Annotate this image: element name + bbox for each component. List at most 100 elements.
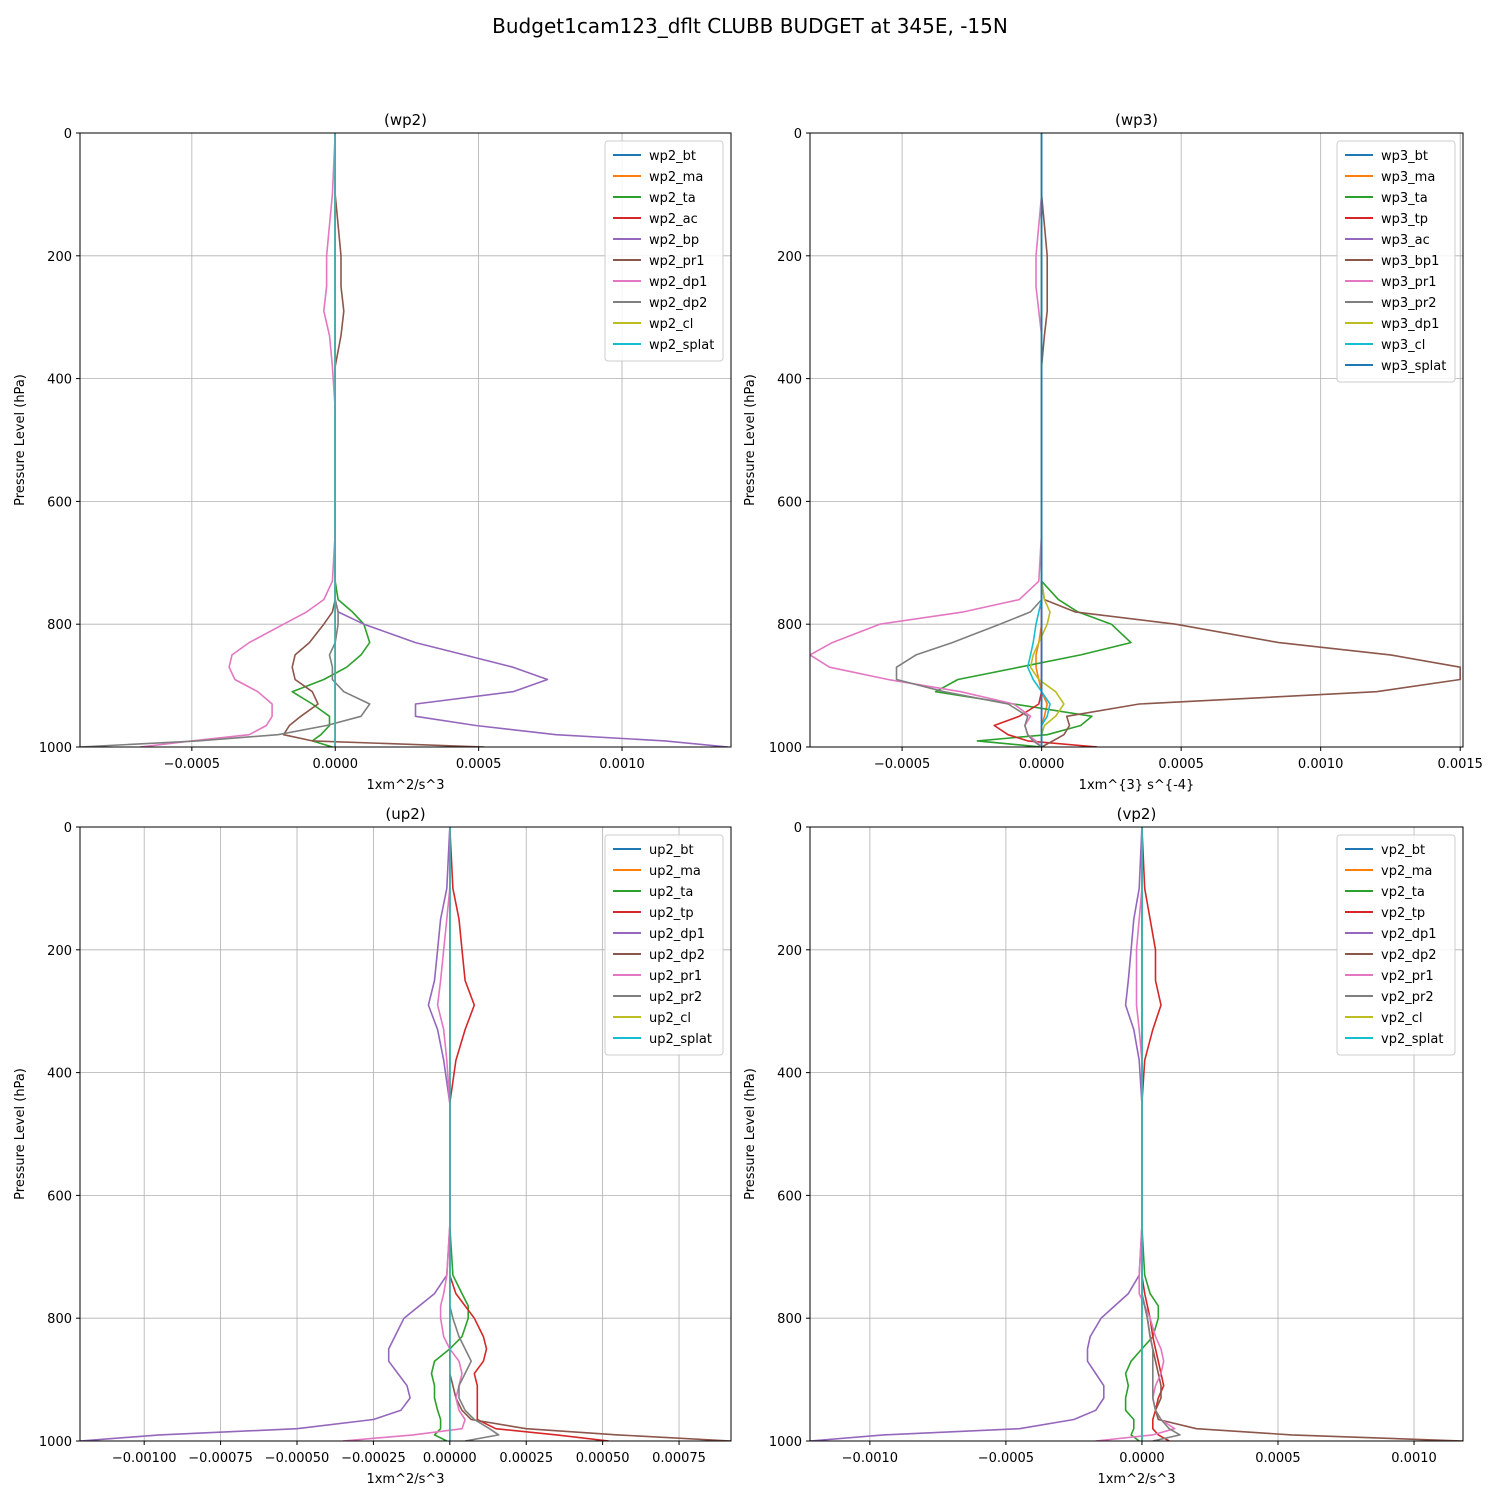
series-line-wp2_pr1 — [282, 133, 485, 747]
series-line-up2_tp — [448, 827, 609, 1441]
legend: wp2_bt wp2_ma wp2_ta wp2_ac wp2_bp wp2_pr1 wp2… — [604, 140, 724, 362]
legend: up2_bt up2_ma up2_ta up2_tp up2_dp1 up2_dp2up… — [604, 834, 724, 1056]
x-tick-label: 0.0010 — [599, 757, 645, 772]
legend-label: wp3_ta — [1381, 191, 1428, 206]
legend-label: vp2_splat — [1381, 1032, 1443, 1047]
legend-label: vp2_pr2 — [1381, 990, 1434, 1005]
legend-label: up2_dp2 — [649, 948, 705, 963]
legend-label: up2_ta — [649, 885, 693, 900]
y-tick-label: 0 — [794, 127, 802, 142]
series-line-wp2_ta — [291, 133, 371, 747]
legend-label: wp3_bt — [1381, 149, 1428, 164]
y-tick-label: 1000 — [39, 741, 72, 756]
series-line-wp3_bp1 — [1040, 133, 1461, 747]
x-axis-label: 1xm^2/s^3 — [366, 778, 444, 793]
axes-frame — [809, 132, 1464, 748]
series-line-vp2_dp1 — [810, 827, 1143, 1441]
legend-label: up2_cl — [649, 1011, 691, 1026]
x-axis-label: 1xm^2/s^3 — [366, 1472, 444, 1487]
x-tick-label: −0.00050 — [265, 1451, 330, 1466]
legend-label: vp2_dp1 — [1381, 927, 1437, 942]
legend-label: vp2_dp2 — [1381, 948, 1437, 963]
x-tick-label: −0.00075 — [188, 1451, 253, 1466]
x-tick-label: 0.0000 — [1119, 1451, 1165, 1466]
x-axis-label: 1xm^{3} s^{-4} — [1079, 778, 1195, 793]
y-tick-label: 400 — [47, 373, 72, 388]
series-group — [810, 133, 1461, 747]
legend-label: up2_ma — [649, 864, 701, 879]
x-tick-label: −0.00100 — [112, 1451, 177, 1466]
legend-label: wp2_bt — [649, 149, 696, 164]
y-tick-label: 800 — [47, 618, 72, 633]
legend-box — [1336, 140, 1456, 383]
series-line-wp3_pr2 — [895, 133, 1043, 747]
legend-label: vp2_cl — [1381, 1011, 1422, 1026]
y-tick-label: 1000 — [39, 1435, 72, 1450]
x-tick-label: 0.00025 — [499, 1451, 553, 1466]
panel-3: −0.0010 −0.0005 0.0000 0.0005 0.0010 0 200 400 6… — [743, 805, 1464, 1487]
x-tick-label: 0.0005 — [456, 757, 502, 772]
y-axis-label: Pressure Level (hPa) — [743, 374, 758, 506]
legend-label: vp2_bt — [1381, 843, 1425, 858]
panel-1: −0.0005 0.0000 0.0005 0.0010 0.0015 0 200 400 60… — [743, 111, 1483, 793]
series-group — [810, 827, 1463, 1441]
legend-label: wp2_cl — [649, 317, 693, 332]
legend-label: wp2_bp — [649, 233, 699, 248]
y-axis-label: Pressure Level (hPa) — [13, 1068, 28, 1200]
x-tick-label: −0.0005 — [978, 1451, 1034, 1466]
y-tick-label: 200 — [777, 250, 802, 265]
x-tick-label: 0.0005 — [1158, 757, 1204, 772]
y-tick-label: 0 — [794, 821, 802, 836]
y-tick-label: 400 — [777, 1067, 802, 1082]
legend-label: wp3_ac — [1381, 233, 1430, 248]
y-tick-label: 400 — [47, 1067, 72, 1082]
x-tick-label: 0.00075 — [652, 1451, 706, 1466]
series-line-up2_pr2 — [448, 827, 500, 1441]
legend-label: up2_splat — [649, 1032, 712, 1047]
y-axis-label: Pressure Level (hPa) — [743, 1068, 758, 1200]
y-tick-label: 0 — [64, 821, 72, 836]
series-line-vp2_tp — [1141, 827, 1170, 1441]
legend-label: wp3_bp1 — [1381, 254, 1439, 269]
axes-frame — [79, 826, 732, 1442]
x-tick-label: −0.0005 — [874, 757, 930, 772]
x-tick-label: 0.0015 — [1437, 757, 1483, 772]
legend-label: wp3_dp1 — [1381, 317, 1439, 332]
legend: vp2_bt vp2_ma vp2_ta vp2_tp vp2_dp1 vp2_dp2vp… — [1336, 834, 1456, 1056]
legend-label: vp2_ta — [1381, 885, 1425, 900]
x-tick-label: 0.0010 — [1391, 1451, 1437, 1466]
y-tick-label: 600 — [47, 495, 72, 510]
x-tick-label: 0.0010 — [1298, 757, 1344, 772]
y-tick-label: 200 — [47, 944, 72, 959]
legend-label: wp3_cl — [1381, 338, 1425, 353]
legend-label: wp2_ac — [649, 212, 698, 227]
series-line-up2_dp1 — [80, 827, 451, 1441]
x-axis-label: 1xm^2/s^3 — [1097, 1472, 1175, 1487]
legend-label: wp2_dp2 — [649, 296, 707, 311]
series-line-wp2_dp2 — [80, 133, 371, 747]
legend-label: wp2_ta — [649, 191, 696, 206]
legend-label: wp2_ma — [649, 170, 703, 185]
y-tick-label: 600 — [777, 1189, 802, 1204]
y-tick-label: 200 — [777, 944, 802, 959]
legend-label: vp2_tp — [1381, 906, 1425, 921]
panel-title: (up2) — [385, 805, 425, 823]
y-tick-label: 600 — [47, 1189, 72, 1204]
panel-title: (wp3) — [1115, 111, 1158, 129]
panel-title: (wp2) — [384, 111, 427, 129]
y-tick-label: 200 — [47, 250, 72, 265]
axes-frame — [79, 132, 732, 748]
series-line-up2_pr1 — [342, 827, 466, 1441]
legend-label: up2_tp — [649, 906, 694, 921]
legend-label: wp3_tp — [1381, 212, 1428, 227]
legend-label: up2_bt — [649, 843, 694, 858]
legend-label: wp3_pr1 — [1381, 275, 1437, 290]
y-tick-label: 400 — [777, 373, 802, 388]
legend-label: up2_pr1 — [649, 969, 702, 984]
y-tick-label: 800 — [47, 1312, 72, 1327]
x-tick-label: 0.0000 — [1019, 757, 1065, 772]
series-line-wp2_dp1 — [140, 133, 337, 747]
panel-title: (vp2) — [1117, 805, 1157, 823]
legend-label: vp2_ma — [1381, 864, 1432, 879]
